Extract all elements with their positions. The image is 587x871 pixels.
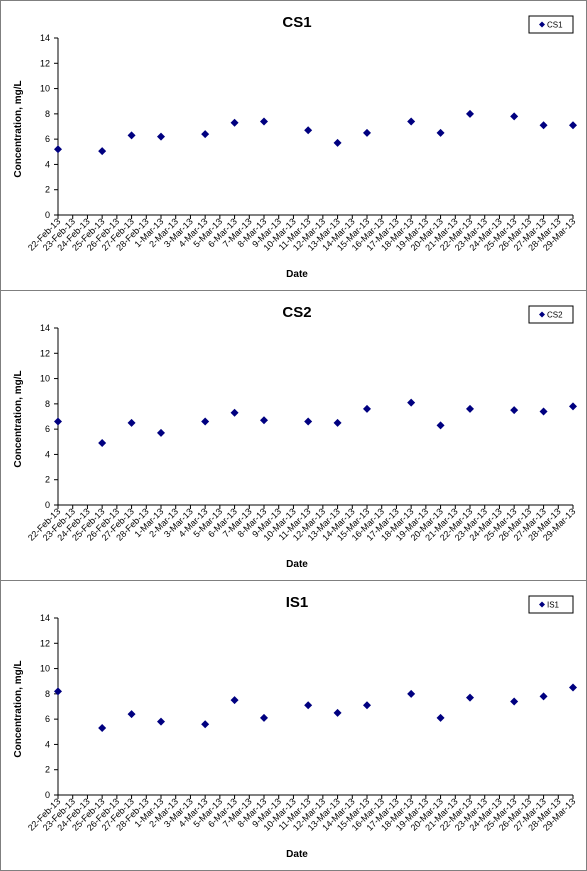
y-axis-title: Concentration, mg/L — [13, 370, 24, 467]
data-point — [510, 697, 519, 706]
data-point — [157, 428, 165, 437]
data-point — [363, 128, 371, 137]
data-point — [466, 109, 474, 118]
data-point — [230, 696, 239, 705]
chart-title: CS2 — [282, 304, 311, 321]
data-point — [333, 418, 342, 427]
chart-title: IS1 — [286, 594, 309, 611]
data-point — [260, 117, 268, 126]
y-axis-title: Concentration, mg/L — [13, 660, 24, 757]
x-axis-title: Date — [286, 269, 308, 280]
data-point — [436, 421, 445, 430]
data-point — [54, 687, 62, 696]
data-point — [230, 118, 239, 127]
legend-label: CS2 — [547, 311, 563, 320]
data-point — [230, 408, 239, 417]
legend-label: CS1 — [547, 21, 563, 30]
y-tick-label: 14 — [40, 613, 50, 623]
data-point — [539, 407, 548, 416]
y-tick-label: 0 — [45, 500, 50, 510]
legend-label: IS1 — [547, 601, 560, 610]
data-point — [304, 701, 313, 710]
y-axis-title: Concentration, mg/L — [13, 80, 24, 177]
data-point — [436, 713, 445, 722]
data-point — [333, 708, 342, 717]
y-tick-label: 8 — [45, 399, 50, 409]
chart-panel-2: CS2 0 2 4 6 8 10 12 14 22-Feb-13 23-Feb-13 24-Feb-1… — [0, 290, 587, 581]
data-point — [127, 418, 136, 427]
y-tick-label: 8 — [45, 689, 50, 699]
data-point — [201, 130, 210, 139]
data-point — [407, 398, 416, 407]
x-axis-title: Date — [286, 849, 308, 860]
chart-title: CS1 — [282, 14, 311, 31]
data-point — [510, 112, 519, 121]
data-point — [157, 717, 165, 726]
y-tick-label: 6 — [45, 424, 50, 434]
legend-marker — [539, 21, 545, 28]
legend-marker — [539, 311, 545, 318]
y-tick-label: 12 — [40, 348, 50, 358]
legend-marker — [539, 601, 545, 608]
y-tick-label: 2 — [45, 185, 50, 195]
data-point — [569, 402, 577, 411]
data-point — [539, 121, 548, 130]
chart-panel-1: CS1 0 2 4 6 8 10 12 14 22-Feb-13 23-Feb-13 24-Feb-1… — [0, 0, 587, 291]
x-axis-title: Date — [286, 559, 308, 570]
y-tick-label: 6 — [45, 714, 50, 724]
data-point — [569, 121, 577, 130]
data-point — [98, 723, 107, 732]
y-tick-label: 0 — [45, 790, 50, 800]
data-point — [201, 417, 210, 426]
data-point — [407, 689, 416, 698]
data-point — [201, 720, 210, 729]
data-point — [98, 147, 107, 156]
legend-box — [528, 15, 574, 34]
legend-box — [528, 595, 574, 614]
data-point — [157, 132, 165, 141]
data-point — [363, 404, 371, 413]
data-point — [407, 117, 416, 126]
y-tick-label: 0 — [45, 210, 50, 220]
y-tick-label: 4 — [45, 449, 50, 459]
y-tick-label: 12 — [40, 58, 50, 68]
y-tick-label: 4 — [45, 739, 50, 749]
data-point — [304, 126, 313, 135]
data-point — [436, 128, 445, 137]
chart-3-svg: IS10246810121422-Feb-1323-Feb-1324-Feb-1… — [13, 594, 577, 860]
data-point — [510, 406, 519, 415]
y-tick-label: 6 — [45, 134, 50, 144]
data-point — [333, 138, 342, 147]
data-point — [54, 417, 62, 426]
y-tick-label: 14 — [40, 33, 50, 43]
data-point — [466, 404, 474, 413]
data-point — [260, 713, 268, 722]
data-point — [466, 693, 474, 702]
y-tick-label: 10 — [40, 374, 50, 384]
data-point — [539, 692, 548, 701]
data-point — [304, 417, 313, 426]
y-tick-label: 8 — [45, 109, 50, 119]
data-point — [54, 145, 62, 154]
y-tick-label: 4 — [45, 159, 50, 169]
chart-panel-3: IS1 0 2 4 6 8 10 12 14 22-Feb-13 23-Feb-13 24-Feb-1… — [0, 580, 587, 871]
y-tick-label: 2 — [45, 765, 50, 775]
legend-box — [528, 305, 574, 324]
y-tick-label: 10 — [40, 664, 50, 674]
chart-2-svg: CS20246810121422-Feb-1323-Feb-1324-Feb-1… — [13, 304, 577, 570]
data-point — [260, 416, 268, 425]
y-tick-label: 2 — [45, 475, 50, 485]
data-point — [98, 439, 107, 448]
y-tick-label: 10 — [40, 84, 50, 94]
y-tick-label: 14 — [40, 323, 50, 333]
data-point — [127, 131, 136, 140]
y-tick-label: 12 — [40, 638, 50, 648]
data-point — [363, 701, 371, 710]
data-point — [127, 710, 136, 719]
chart-1-svg: CS10246810121422-Feb-1323-Feb-1324-Feb-1… — [13, 14, 577, 280]
data-point — [569, 683, 577, 692]
